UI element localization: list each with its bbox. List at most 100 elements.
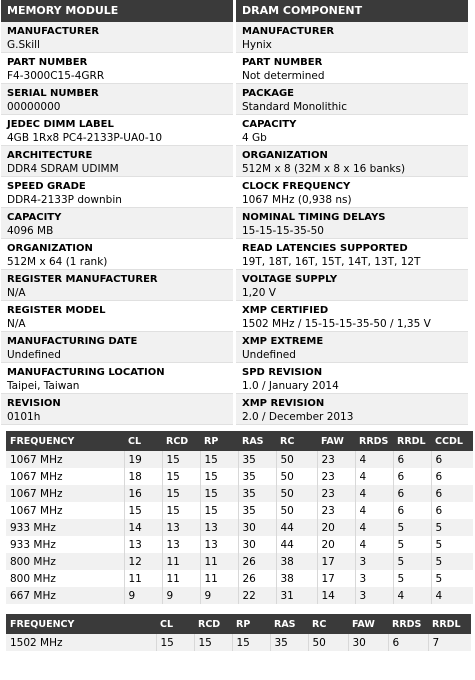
spd-report: MEMORY MODULE MANUFACTURER G.Skill PART NU… [0, 0, 475, 651]
table-cell: 1067 MHz [6, 468, 124, 485]
field-value: Taipei, Taiwan [7, 380, 80, 392]
table-cell: 44 [275, 536, 317, 553]
table-cell: 13 [123, 536, 162, 553]
table-cell: 44 [275, 519, 317, 536]
table-cell: 20 [316, 536, 355, 553]
table-cell: 7 [427, 634, 471, 651]
field-value: DDR4-2133P downbin [7, 194, 122, 206]
left-item-organization: ORGANIZATION 512M x 64 (1 rank) [1, 239, 233, 270]
table-cell: 50 [275, 468, 317, 485]
field-value: 512M x 8 (32M x 8 x 16 banks) [242, 163, 406, 175]
field-label: XMP CERTIFIED [242, 305, 329, 316]
field-value: N/A [7, 318, 26, 330]
field-label: ORGANIZATION [7, 243, 93, 254]
left-item-manufacturing-location: MANUFACTURING LOCATION Taipei, Taiwan [1, 363, 233, 394]
right-item-organization: ORGANIZATION 512M x 8 (32M x 8 x 16 banks… [236, 146, 468, 177]
table-cell: 14 [316, 587, 355, 604]
timing-table-header: FREQUENCY CL RCD RP RAS RC FAW RRDS RRDL CCDL [6, 431, 473, 451]
table-cell: 13 [199, 536, 238, 553]
table-cell: 26 [237, 553, 276, 570]
table-row: 933 MHz 13 13 13 30 44 20 4 5 5 [6, 536, 473, 553]
field-label: PACKAGE [242, 88, 295, 99]
table-cell: 15 [193, 634, 232, 651]
left-item-manufacturer: MANUFACTURER G.Skill [1, 22, 233, 53]
field-label: VOLTAGE SUPPLY [242, 274, 338, 285]
table-cell: 3 [354, 587, 393, 604]
field-value: 4GB 1Rx8 PC4-2133P-UA0-10 [7, 132, 163, 144]
table-cell: 5 [430, 553, 473, 570]
left-item-revision: REVISION 0101h [1, 394, 233, 425]
right-item-xmp-revision: XMP REVISION 2.0 / December 2013 [236, 394, 468, 425]
right-item-clock-frequency: CLOCK FREQUENCY 1067 MHz (0,938 ns) [236, 177, 468, 208]
field-label: ORGANIZATION [242, 150, 328, 161]
table-cell: 5 [392, 553, 431, 570]
left-item-part-number: PART NUMBER F4-3000C15-4GRR [1, 53, 233, 84]
table-cell: 15 [199, 451, 238, 468]
table-cell: 5 [392, 570, 431, 587]
table-cell: 13 [199, 519, 238, 536]
table-cell: 5 [430, 570, 473, 587]
field-label: XMP EXTREME [242, 336, 324, 347]
field-value: G.Skill [7, 39, 40, 51]
table-cell: 35 [269, 634, 308, 651]
table-cell: 50 [275, 451, 317, 468]
field-label: REVISION [7, 398, 61, 409]
left-item-register-manufacturer: REGISTER MANUFACTURER N/A [1, 270, 233, 301]
left-item-architecture: ARCHITECTURE DDR4 SDRAM UDIMM [1, 146, 233, 177]
field-value: 4 Gb [242, 132, 267, 144]
column-header-rrdl: RRDL [428, 614, 471, 634]
table-row: 1067 MHz 19 15 15 35 50 23 4 6 6 [6, 451, 473, 468]
field-value: Hynix [242, 39, 272, 51]
table-cell: 13 [161, 536, 200, 553]
column-header-ccdl: CCDL [431, 431, 473, 451]
field-label: NOMINAL TIMING DELAYS [242, 212, 386, 223]
column-header-rc: RC [308, 614, 348, 634]
left-item-jedec-dimm-label: JEDEC DIMM LABEL 4GB 1Rx8 PC4-2133P-UA0-1… [1, 115, 233, 146]
table-cell: 11 [199, 553, 238, 570]
table-cell: 6 [430, 485, 473, 502]
table-cell: 50 [307, 634, 348, 651]
right-item-spd-revision: SPD REVISION 1.0 / January 2014 [236, 363, 468, 394]
field-label: ARCHITECTURE [7, 150, 93, 161]
field-value: N/A [7, 287, 26, 299]
field-label: MANUFACTURER [7, 26, 100, 37]
field-value: 1.0 / January 2014 [242, 380, 339, 392]
field-value: 15-15-15-35-50 [242, 225, 324, 237]
column-header-faw: FAW [348, 614, 388, 634]
table-cell: 4 [354, 502, 393, 519]
table-cell: 4 [354, 485, 393, 502]
section-separator [0, 425, 475, 431]
table-row: 1067 MHz 16 15 15 35 50 23 4 6 6 [6, 485, 473, 502]
table-cell: 5 [430, 519, 473, 536]
table-cell: 6 [392, 485, 431, 502]
table-cell: 933 MHz [6, 536, 124, 553]
table-cell: 1067 MHz [6, 451, 124, 468]
table-cell: 35 [237, 468, 276, 485]
table-cell: 23 [316, 485, 355, 502]
field-label: CAPACITY [7, 212, 62, 223]
right-item-manufacturer: MANUFACTURER Hynix [236, 22, 468, 53]
right-item-xmp-certified: XMP CERTIFIED 1502 MHz / 15-15-15-35-50 /… [236, 301, 468, 332]
column-header-cl: CL [156, 614, 194, 634]
right-item-part-number: PART NUMBER Not determined [236, 53, 468, 84]
dram-component-panel: DRAM COMPONENT MANUFACTURER Hynix PART NUM… [236, 0, 468, 425]
table-cell: 5 [392, 519, 431, 536]
table-cell: 31 [275, 587, 317, 604]
table-cell: 6 [392, 502, 431, 519]
field-label: XMP REVISION [242, 398, 325, 409]
table-cell: 11 [199, 570, 238, 587]
column-header-rrds: RRDS [388, 614, 428, 634]
table-row: 933 MHz 14 13 13 30 44 20 4 5 5 [6, 519, 473, 536]
table-cell: 6 [387, 634, 428, 651]
table-cell: 35 [237, 502, 276, 519]
table-row: 1067 MHz 18 15 15 35 50 23 4 6 6 [6, 468, 473, 485]
table-cell: 13 [161, 519, 200, 536]
column-header-rp: RP [200, 431, 238, 451]
field-label: CAPACITY [242, 119, 297, 130]
table-cell: 38 [275, 553, 317, 570]
left-item-capacity: CAPACITY 4096 MB [1, 208, 233, 239]
table-cell: 23 [316, 502, 355, 519]
field-value: 4096 MB [7, 225, 54, 237]
table-cell: 1067 MHz [6, 485, 124, 502]
field-value: 2.0 / December 2013 [242, 411, 354, 423]
